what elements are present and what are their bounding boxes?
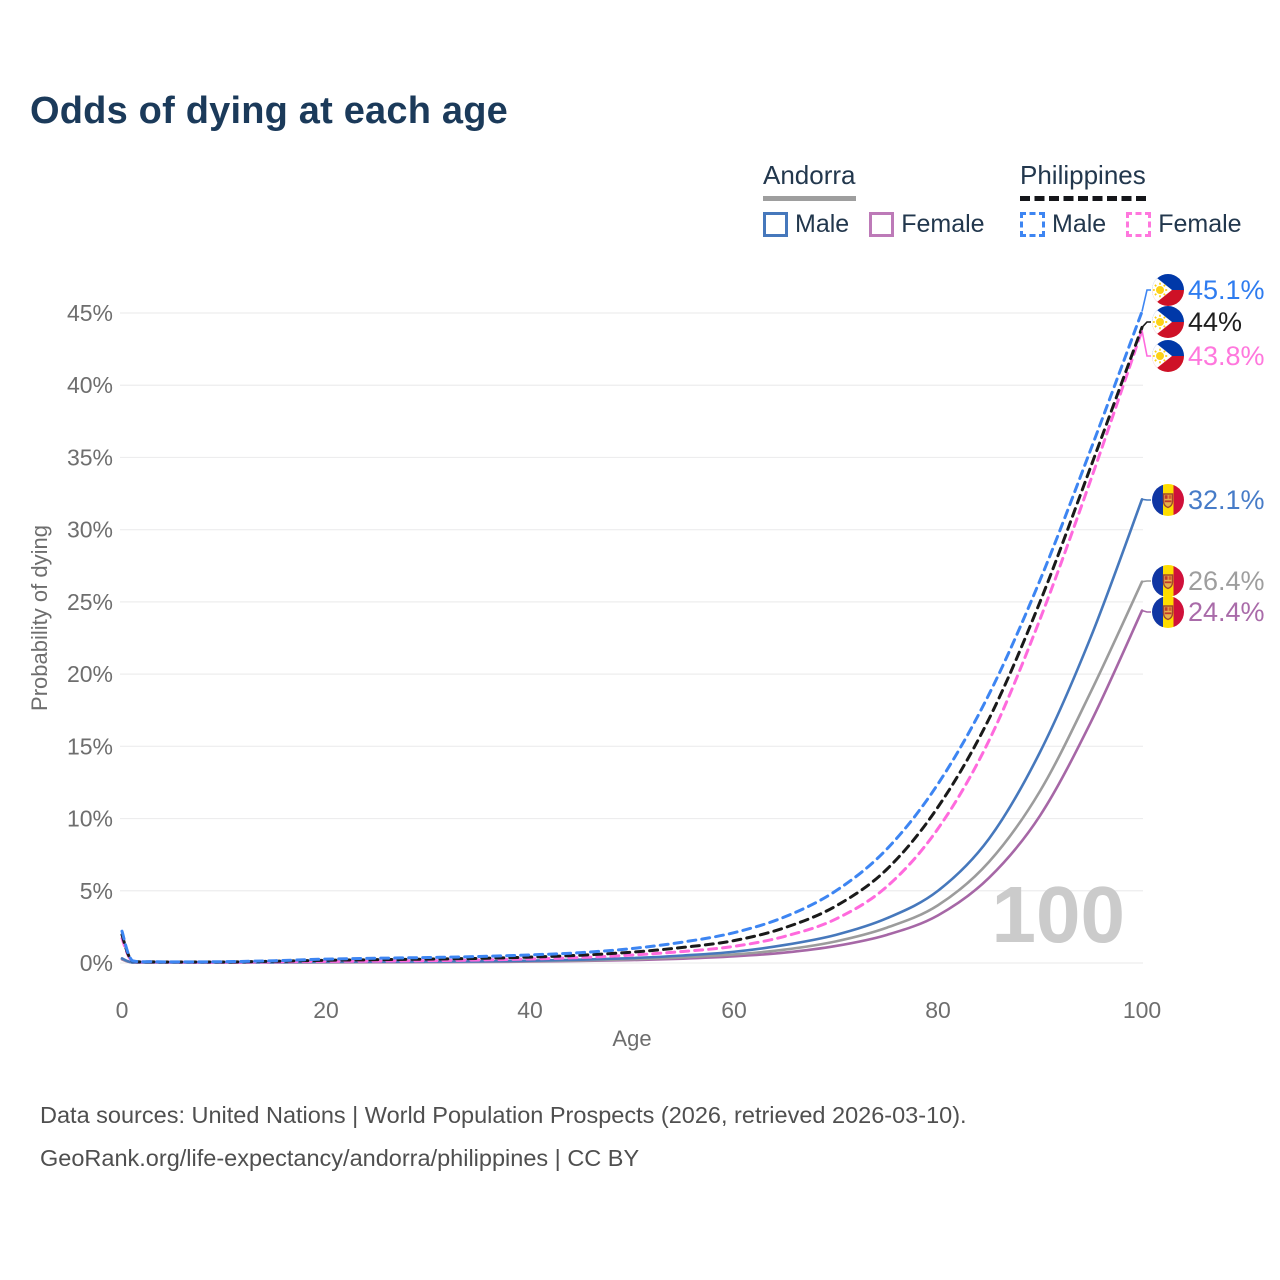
legend-item-philippines-female[interactable]: Female [1126, 210, 1242, 239]
philippines-male-swatch-icon [1020, 212, 1045, 237]
y-tick-label: 35% [67, 444, 113, 470]
x-axis-title: Age [612, 1026, 651, 1051]
end-value-label-philippines-both: 44% [1188, 307, 1242, 337]
page-title: Odds of dying at each age [30, 90, 508, 132]
x-tick-label: 0 [116, 997, 129, 1023]
legend-andorra-male-label: Male [795, 210, 850, 238]
philippines-flag-icon [1152, 340, 1184, 372]
x-tick-label: 60 [721, 997, 747, 1023]
andorra-flag-icon [1152, 565, 1184, 597]
series-line-andorra-male [120, 498, 1144, 964]
y-tick-label: 0% [80, 950, 113, 976]
legend-item-andorra-female[interactable]: Female [869, 210, 985, 239]
data-source-line: Data sources: United Nations | World Pop… [40, 1102, 967, 1128]
legend-andorra-female-label: Female [901, 210, 985, 238]
legend-philippines-male-label: Male [1052, 210, 1107, 238]
series-line-philippines-male [120, 310, 1144, 964]
legend-item-philippines-male[interactable]: Male [1020, 210, 1106, 239]
philippines-flag-icon [1152, 274, 1184, 306]
y-tick-label: 30% [67, 517, 113, 543]
y-tick-label: 45% [67, 300, 113, 326]
age-watermark: 100 [992, 870, 1125, 959]
series-line-philippines-female [120, 328, 1144, 964]
series-line-philippines-both [120, 325, 1144, 964]
end-value-label-philippines-female: 43.8% [1188, 341, 1265, 371]
y-tick-label: 15% [67, 733, 113, 759]
legend-philippines-heading: Philippines [1020, 160, 1146, 201]
series-line-andorra-both [120, 580, 1144, 964]
legend-group-philippines: Philippines Male Female [1020, 160, 1262, 239]
y-axis-title: Probability of dying [27, 525, 52, 711]
end-value-label-andorra-male: 32.1% [1188, 485, 1265, 515]
x-tick-label: 100 [1123, 997, 1161, 1023]
x-tick-label: 20 [313, 997, 339, 1023]
andorra-female-swatch-icon [869, 212, 895, 237]
y-tick-label: 5% [80, 878, 113, 904]
end-label-connector [1141, 321, 1151, 328]
attribution-line: GeoRank.org/life-expectancy/andorra/phil… [40, 1145, 640, 1171]
footer: Data sources: United Nations | World Pop… [40, 1094, 967, 1180]
end-value-label-philippines-male: 45.1% [1188, 275, 1265, 305]
philippines-female-swatch-icon [1126, 212, 1152, 237]
y-tick-label: 40% [67, 372, 113, 398]
y-tick-label: 25% [67, 589, 113, 615]
series-line-andorra-female [120, 609, 1144, 964]
andorra-flag-icon [1152, 484, 1184, 516]
legend-andorra-heading: Andorra [763, 160, 856, 201]
y-tick-label: 10% [67, 806, 113, 832]
x-tick-label: 40 [517, 997, 543, 1023]
end-label-connector [1141, 330, 1151, 357]
end-value-label-andorra-female: 24.4% [1188, 597, 1265, 627]
end-label-connector [1141, 498, 1151, 501]
philippines-flag-icon [1152, 306, 1184, 338]
x-tick-label: 80 [925, 997, 951, 1023]
legend-group-andorra: Andorra Male Female [763, 160, 1005, 239]
legend-philippines-female-label: Female [1158, 210, 1242, 238]
end-label-connector [1141, 289, 1151, 312]
andorra-male-swatch-icon [763, 212, 788, 237]
y-tick-label: 20% [67, 661, 113, 687]
end-label-connector [1141, 580, 1151, 583]
legend-item-andorra-male[interactable]: Male [763, 210, 849, 239]
end-value-label-andorra-both: 26.4% [1188, 566, 1265, 596]
andorra-flag-icon [1152, 596, 1184, 628]
end-label-connector [1141, 609, 1151, 613]
